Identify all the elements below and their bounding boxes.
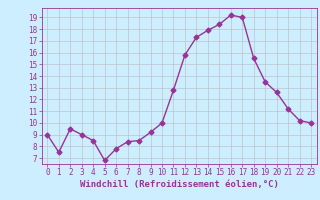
X-axis label: Windchill (Refroidissement éolien,°C): Windchill (Refroidissement éolien,°C) <box>80 180 279 189</box>
